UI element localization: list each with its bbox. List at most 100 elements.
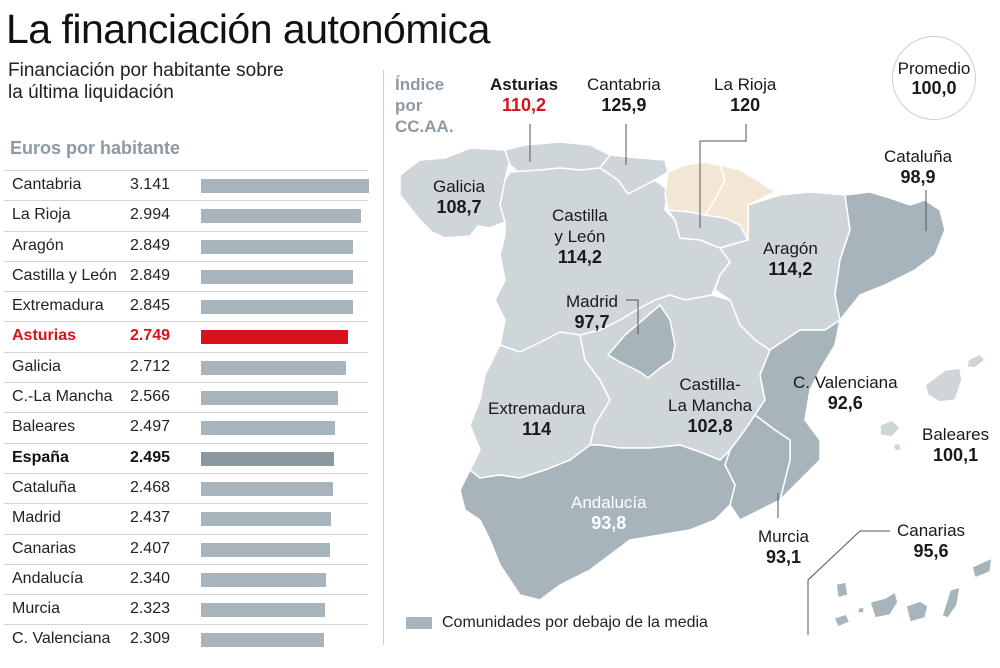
bar-category-label: C. Valenciana xyxy=(12,630,111,648)
bar xyxy=(201,239,354,254)
bar-category-label: Andalucía xyxy=(12,569,84,587)
bar-value-label: 2.712 xyxy=(129,357,170,375)
map-title-line-3: CC.AA. xyxy=(395,117,454,136)
label-aragon: Aragón 114,2 xyxy=(763,238,818,280)
bar-category-label: Cantabria xyxy=(12,176,82,193)
label-value: 120 xyxy=(730,95,761,115)
average-value: 100,0 xyxy=(911,78,957,98)
bar-value-label: 2.994 xyxy=(129,206,170,224)
bar-value-label: 2.566 xyxy=(129,388,170,406)
subtitle-line-2: la última liquidación xyxy=(8,82,174,103)
bar xyxy=(201,603,326,618)
bar-chart: Cantabria 3.141 La Rioja 2.994 Aragón 2.849 Ca… xyxy=(4,170,369,655)
legend-swatch xyxy=(406,616,432,629)
label-name: Baleares xyxy=(922,425,990,444)
legend-label: Comunidades por debajo de la media xyxy=(442,614,708,631)
island-el-hierro xyxy=(832,613,852,628)
bar xyxy=(201,421,335,436)
label-madrid: Madrid 97,7 xyxy=(566,291,618,333)
bar-row: Galicia 2.712 xyxy=(4,351,368,382)
region-madrid xyxy=(606,303,676,379)
label-cantabria: Cantabria 125,9 xyxy=(587,74,661,116)
label-murcia: Murcia 93,1 xyxy=(758,526,809,568)
label-name: Cataluña xyxy=(884,147,953,166)
bar-category-label: Murcia xyxy=(12,600,61,618)
bar-value-label: 2.849 xyxy=(129,236,170,254)
label-value: 97,7 xyxy=(574,312,610,332)
island-gran-canaria xyxy=(905,600,929,623)
bar-row: Asturias 2.749 xyxy=(4,321,368,351)
bar-row: C.-La Mancha 2.566 xyxy=(4,382,368,412)
label-value: 110,2 xyxy=(501,95,547,115)
label-value: 98,9 xyxy=(900,167,936,187)
bar xyxy=(201,179,369,193)
label-castilla-mancha: Castilla- La Mancha 102,8 xyxy=(668,374,752,437)
label-canarias: Canarias 95,6 xyxy=(897,520,965,562)
bar-row: La Rioja 2.994 xyxy=(4,200,368,230)
bar-category-label: Extremadura xyxy=(12,297,104,315)
bar xyxy=(201,300,354,315)
leader-canarias xyxy=(807,530,890,635)
bar-value-label: 3.141 xyxy=(129,176,170,193)
bar-category-label: Asturias xyxy=(12,327,77,345)
label-name-1: Castilla- xyxy=(679,375,741,394)
label-la-rioja: La Rioja 120 xyxy=(714,74,776,116)
bar xyxy=(201,481,333,496)
island-la-gomera xyxy=(857,606,865,614)
label-name: Asturias xyxy=(490,75,559,94)
bar-row: Cataluña 2.468 xyxy=(4,472,368,503)
label-name: Extremadura xyxy=(488,399,586,418)
label-value: 125,9 xyxy=(601,95,647,115)
label-galicia: Galicia 108,7 xyxy=(433,176,485,218)
map-title-line-1: Índice xyxy=(395,75,445,94)
bar-chart-title: Euros por habitante xyxy=(10,138,181,158)
island-la-palma xyxy=(835,581,849,599)
island-formentera xyxy=(892,442,904,452)
label-andalucia: Andalucía 93,8 xyxy=(571,492,647,534)
bar-row: Extremadura 2.845 xyxy=(4,291,368,321)
label-value: 114,2 xyxy=(557,247,602,267)
region-galicia xyxy=(399,147,511,239)
page-title: La financiación autonómica xyxy=(6,6,490,52)
bar xyxy=(201,360,347,375)
subtitle-line-1: Financiación por habitante sobre xyxy=(8,60,284,81)
map-title-line-2: por xyxy=(395,96,423,115)
bar-row: Canarias 2.407 xyxy=(4,533,368,564)
subtitle: Financiación por habitante sobre la últi… xyxy=(8,60,328,104)
bar xyxy=(201,572,327,587)
map-legend: Comunidades por debajo de la media xyxy=(406,614,708,632)
bar-row: Murcia 2.323 xyxy=(4,594,368,624)
bar-row: Castilla y León 2.849 xyxy=(4,260,368,291)
bar-category-label: Aragón xyxy=(12,236,64,254)
bar-value-label: 2.407 xyxy=(129,539,170,557)
label-value: 102,8 xyxy=(687,416,733,436)
region-cataluna xyxy=(834,191,946,322)
label-valenciana: C. Valenciana 92,6 xyxy=(793,372,898,414)
bar xyxy=(201,209,362,224)
label-value: 95,6 xyxy=(913,541,949,561)
leader-la-rioja xyxy=(699,124,747,228)
bar-category-label: Castilla y León xyxy=(12,266,117,284)
column-divider xyxy=(383,70,384,645)
bar-value-label: 2.340 xyxy=(129,569,170,587)
label-name-2: y León xyxy=(554,227,606,246)
island-lanzarote xyxy=(971,556,993,580)
bar xyxy=(201,451,335,466)
label-name: Canarias xyxy=(897,521,966,540)
label-name: La Rioja xyxy=(714,75,777,94)
bar-value-label: 2.495 xyxy=(129,448,170,466)
island-fuerteventura xyxy=(941,585,961,619)
bar-row: Madrid 2.437 xyxy=(4,503,368,533)
island-ibiza xyxy=(879,419,902,438)
average-badge: Promedio 100,0 xyxy=(892,36,976,120)
region-navarra xyxy=(703,163,777,241)
map-title: Índice por CC.AA. xyxy=(395,74,454,137)
bar xyxy=(201,633,325,648)
label-value: 92,6 xyxy=(827,393,863,413)
label-value: 114,2 xyxy=(768,259,813,279)
bar-value-label: 2.849 xyxy=(129,266,170,284)
label-name: Cantabria xyxy=(587,75,661,94)
label-name: Murcia xyxy=(758,527,810,546)
bar-category-label: C.-La Mancha xyxy=(12,388,113,406)
